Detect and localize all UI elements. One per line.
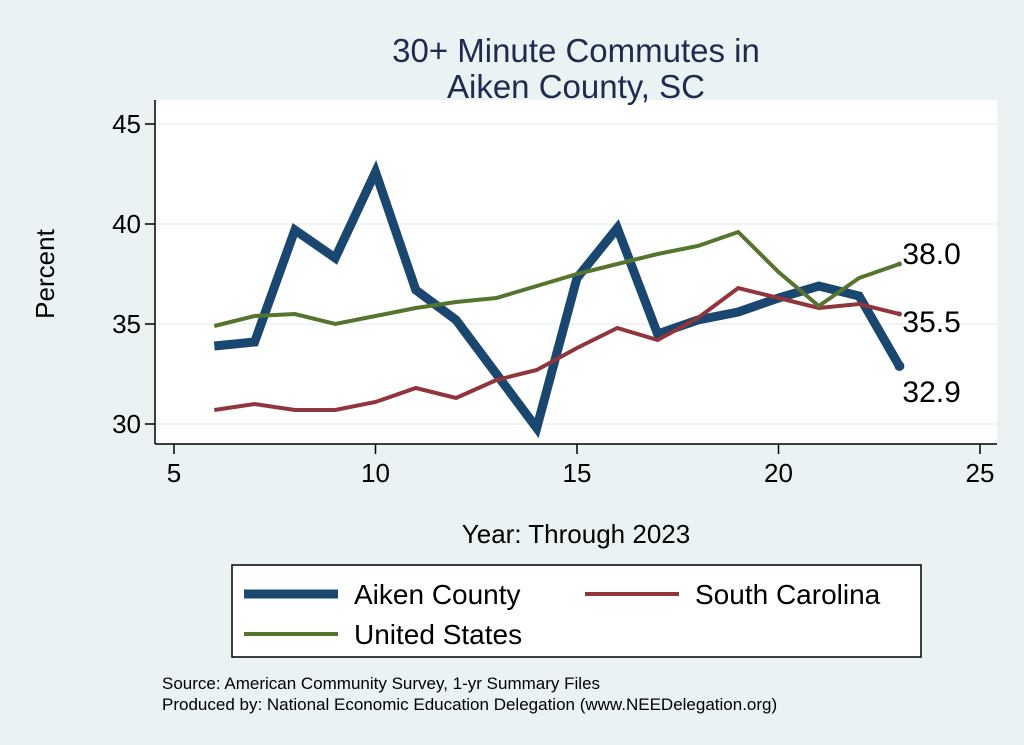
y-tick-label: 30 [112,409,141,439]
legend-label: South Carolina [695,579,881,610]
x-tick-label: 5 [167,458,181,488]
produced-by-note: Produced by: National Economic Education… [162,695,777,714]
legend: Aiken County South Carolina United States [244,579,881,650]
axis-ticks: 30 35 40 45 5 10 15 20 25 [112,109,994,488]
legend-box [231,564,922,658]
source-note: Source: American Community Survey, 1-yr … [162,674,600,693]
x-tick-label: 25 [966,458,995,488]
series-end-point [896,311,902,317]
end-labels: 32.9 35.5 38.0 [902,238,960,409]
chart-title-line-2: Aiken County, SC [447,68,705,105]
end-label: 32.9 [902,376,960,409]
x-axis-label: Year: Through 2023 [462,519,690,549]
y-tick-label: 40 [112,209,141,239]
y-tick-label: 35 [112,309,141,339]
y-axis-label: Percent [30,228,60,318]
series-end-point [896,261,902,267]
series-line [213,159,904,439]
grid [155,123,997,425]
series-lines [213,159,905,439]
end-label: 35.5 [902,306,960,339]
legend-label: United States [354,619,522,650]
x-tick-label: 20 [764,458,793,488]
end-label: 38.0 [902,238,960,271]
x-tick-label: 15 [563,458,592,488]
legend-label: Aiken County [354,579,521,610]
series-end-point [894,361,905,371]
x-tick-label: 10 [361,458,390,488]
y-tick-label: 45 [112,109,141,139]
plot-area [155,100,997,444]
chart-title-line-1: 30+ Minute Commutes in [392,32,760,69]
series-line [214,285,900,412]
series-line [213,229,901,328]
